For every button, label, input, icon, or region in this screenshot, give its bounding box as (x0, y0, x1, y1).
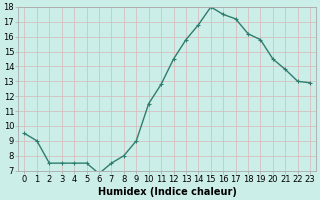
X-axis label: Humidex (Indice chaleur): Humidex (Indice chaleur) (98, 187, 237, 197)
